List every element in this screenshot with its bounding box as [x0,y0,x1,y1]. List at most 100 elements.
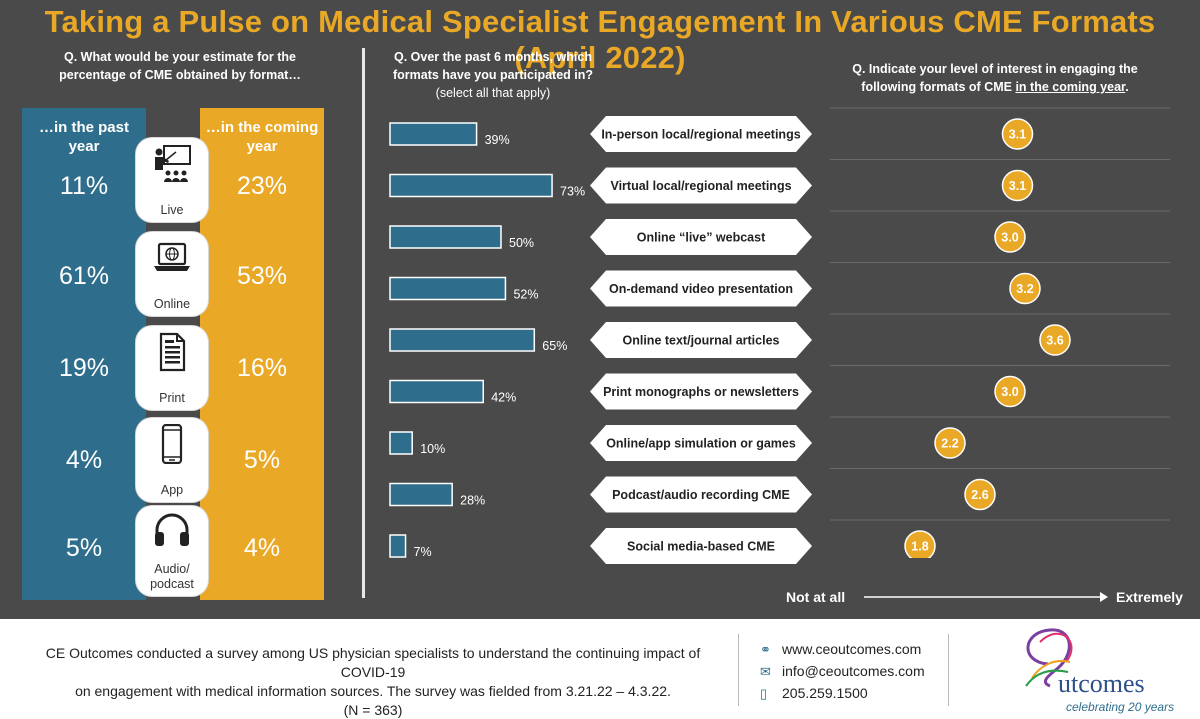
contact-web[interactable]: ⚭ www.ceoutcomes.com [760,641,921,658]
coming-pct-app: 5% [243,446,281,474]
interest-rating-dot [934,427,966,459]
q2-line3: (select all that apply) [435,86,551,100]
format-arrow [590,476,812,513]
footer-text-line1: CE Outcomes conducted a survey among US … [45,645,701,680]
smartphone-icon [161,424,183,464]
footer-divider [738,634,739,706]
past-pct-print: 19% [58,354,110,382]
participation-value-label: 39% [485,133,510,147]
format-arrow [590,270,812,307]
q3-line1: Q. Indicate your level of interest in en… [852,62,1138,76]
participation-value-label: 28% [460,494,485,508]
interest-rating-dot [904,530,936,558]
interest-rating-dot [1009,272,1041,305]
q2-line2: formats have you participated in? [392,68,594,82]
interest-rating-dot [1001,118,1034,150]
participation-bar-chart: 39% In-person local/regional meetings 73% V… [389,116,812,564]
format-card-audio: Audio/ podcast [136,506,208,596]
q1-question: Q. What would be your estimate for the p… [30,48,330,84]
format-category-label: Online/app simulation or games [606,437,796,451]
interest-rating-label: 3.1 [1009,179,1026,193]
participation-value-label: 65% [542,339,567,353]
format-label-live: Live [160,203,184,217]
footer-divider [948,634,949,706]
format-card-online: Online [136,232,208,316]
past-year-column: …in the past year [22,108,146,600]
participation-value-label: 42% [491,391,516,405]
format-label-online: Online [153,297,191,311]
q3-line2-underlined: in the coming year [1015,80,1126,94]
format-category-label: Online text/journal articles [623,334,780,348]
format-arrow [590,116,812,152]
format-arrow [590,167,812,204]
participation-value-label: 10% [420,442,445,456]
format-label-audio: Audio/ podcast [150,562,194,591]
q2-question: Q. Over the past 6 months, which formats… [378,48,608,102]
q2-line1: Q. Over the past 6 months, which [394,50,592,64]
format-card-app: App [136,418,208,502]
footer-text-line2: on engagement with medical information s… [75,683,671,699]
ce-outcomes-logo: utcomes [1025,628,1145,698]
participation-bar [389,276,507,301]
participation-bar [389,328,536,352]
past-year-header-line1: …in the past [38,119,129,136]
coming-pct-print: 16% [236,354,288,382]
coming-year-column: …in the coming year [200,108,324,600]
participation-bar [389,534,407,558]
envelope-icon: ✉ [760,664,771,679]
presenter-icon [155,145,191,182]
format-category-label: Print monographs or newsletters [603,385,799,399]
format-category-label: In-person local/regional meetings [601,128,800,142]
coming-year-header: …in the coming year [200,118,324,156]
scale-high-label: Extremely [1116,589,1183,605]
laptop-globe-icon [154,242,190,271]
interest-rating-label: 2.6 [971,488,988,502]
contact-web-text[interactable]: www.ceoutcomes.com [782,641,922,657]
participation-bar [389,173,553,198]
contact-phone-text: 205.259.1500 [782,685,868,701]
q3-line2-post: . [1125,80,1129,94]
format-category-label: Virtual local/regional meetings [610,179,791,193]
document-icon [159,332,186,372]
participation-bar [389,225,502,249]
interest-rating-label: 3.0 [1001,385,1018,399]
format-card-live: Live [136,138,208,222]
interest-rating-dot [1039,324,1071,356]
footer-text-line3: (N = 363) [343,702,403,718]
contact-email-text[interactable]: info@ceoutcomes.com [782,663,925,679]
logo-tagline: celebrating 20 years [1066,700,1175,714]
interest-rating-label: 2.2 [941,437,958,451]
interest-rating-label: 3.6 [1046,334,1063,348]
participation-value-label: 52% [513,288,538,302]
format-arrow [590,425,812,461]
coming-year-header-line2: year [246,138,278,155]
format-arrow [590,322,812,358]
format-label-app: App [160,483,184,497]
interest-rating-dot [964,478,996,511]
footer [0,619,1200,719]
format-card-print: Print [136,326,208,410]
participation-value-label: 50% [509,236,534,250]
scale-arrow [864,592,1108,602]
interest-rating-dot [994,375,1026,408]
headphones-icon [155,513,189,546]
past-pct-audio: 5% [65,534,103,562]
participation-bar [389,379,484,404]
interest-rating-dot [1001,169,1034,202]
format-category-label: Podcast/audio recording CME [612,488,790,502]
format-category-label: Online “live” webcast [637,231,766,245]
past-pct-online: 61% [58,262,110,290]
q3-line2-pre: following formats of CME [861,80,1016,94]
coming-pct-online: 53% [236,262,288,290]
coming-year-header-line1: …in the coming [205,119,319,136]
past-year-header-line2: year [68,138,100,155]
contact-phone: ▯ 205.259.1500 [760,685,868,702]
format-arrow [590,528,812,564]
participation-bar [389,431,413,455]
logo-wordmark: utcomes [1058,669,1145,698]
interest-rating-chart: 3.1 3.1 3.0 3.2 3.6 3.0 2.2 2.6 1.8 [830,107,1170,558]
scale-low-label: Not at all [786,589,846,605]
past-pct-live: 11% [59,172,109,200]
contact-email[interactable]: ✉ info@ceoutcomes.com [760,663,925,680]
format-category-label: On-demand video presentation [609,282,793,296]
